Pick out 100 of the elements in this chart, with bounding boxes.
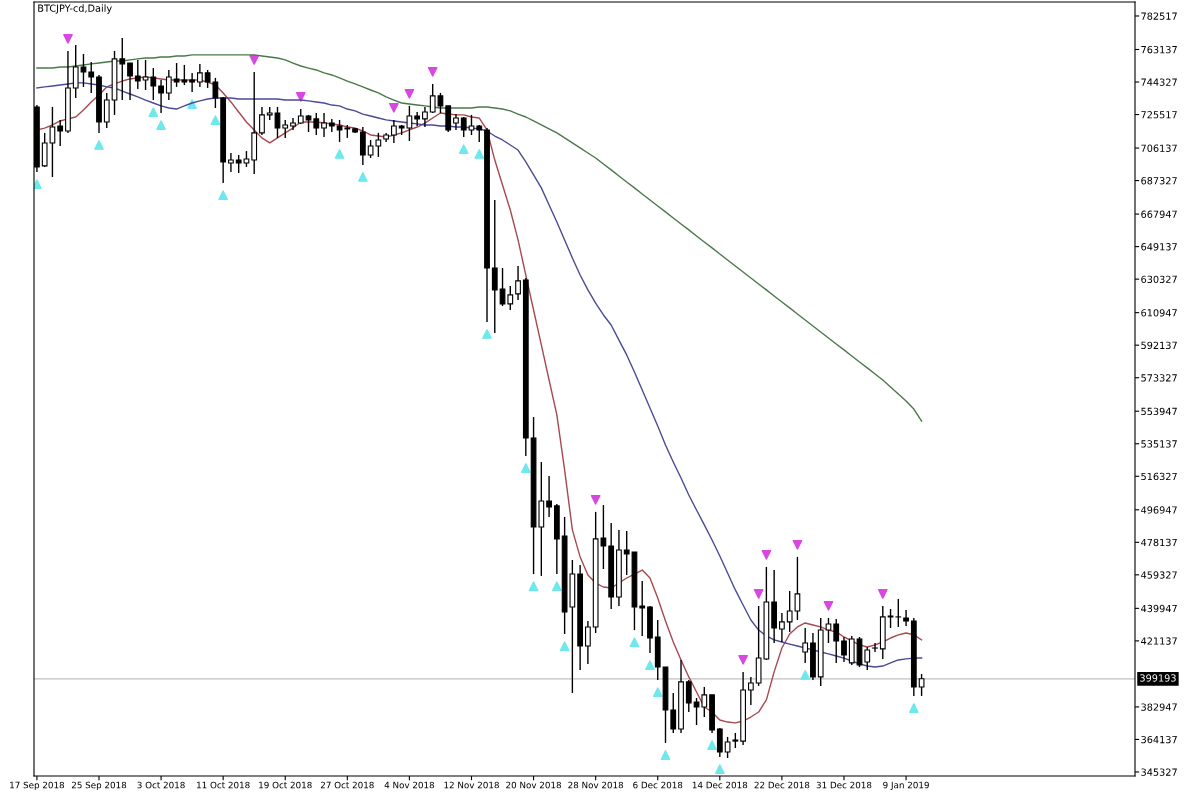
candlestick [779,612,785,643]
candlestick [259,106,265,136]
y-tick-label: 592137 [1141,341,1177,350]
x-tick-label: 3 Oct 2018 [137,781,185,789]
candlestick [685,679,692,713]
candlestick [57,119,64,147]
candlestick [274,106,281,139]
y-tick-label: 610947 [1141,309,1177,317]
candlestick [422,106,428,128]
y-tick-label: 459327 [1141,571,1177,579]
candlestick [165,69,172,101]
x-tick-label: 22 Dec 2018 [754,781,810,789]
x-tick-label: 28 Nov 2018 [568,781,624,789]
y-tick-label: 553947 [1141,407,1177,416]
x-tick-label: 25 Sep 2018 [71,781,127,791]
point [458,144,469,155]
point [559,641,570,651]
candlestick [158,79,164,114]
y-tick-label: 630327 [1141,275,1177,283]
point [156,120,166,130]
candlestick [802,627,809,664]
candlestick [127,62,133,101]
chart-title: BTCJPY-cd,Daily [38,4,112,14]
y-tick-label: 667947 [1141,210,1177,218]
point [63,33,73,44]
candlestick [670,692,677,734]
x-tick-label: 9 Jan 2019 [883,781,929,790]
x-tick-label: 12 Nov 2018 [444,781,499,789]
point [629,637,640,648]
point [823,600,834,611]
candlestick [321,112,327,138]
ref-line-label: 399193 [1140,674,1176,682]
y-tick-label: 687327 [1141,177,1177,185]
y-tick-label: 439947 [1141,604,1177,613]
candlestick [468,114,475,136]
candlestick [515,265,521,301]
y-tick-label: 535137 [1141,440,1177,448]
point [800,670,811,680]
candlestick [103,92,110,129]
point [210,115,221,125]
y-tick-label: 706137 [1141,144,1177,152]
y-tick-label: 516327 [1141,472,1177,481]
candlestick [841,636,847,663]
point [474,149,485,159]
candlestick [747,676,754,706]
y-tick-label: 364137 [1141,735,1177,744]
x-tick-label: 6 Dec 2018 [633,781,683,789]
x-tick-label: 17 Sep 2018 [10,781,65,791]
candlestick [716,727,723,758]
point [218,190,229,201]
candlestick [491,199,498,334]
point [707,740,717,750]
point [94,140,104,150]
y-tick-label: 763137 [1141,45,1177,54]
x-tick-label: 11 Oct 2018 [197,781,250,789]
x-tick-label: 19 Oct 2018 [259,781,312,789]
x-tick-label: 20 Nov 2018 [506,781,561,789]
candlestick [414,111,421,127]
x-tick-label: 31 Dec 2018 [816,781,872,789]
point [738,654,748,665]
candlestick [585,620,591,665]
candlestick [359,126,366,166]
candlestick [918,673,925,697]
point [645,660,655,671]
candlestick [872,642,878,653]
point [714,764,725,774]
point [528,581,539,591]
y-tick-label: 382947 [1141,703,1177,711]
y-tick-label: 478137 [1141,538,1177,547]
candlestick [134,59,141,90]
y-tick-label: 782517 [1141,12,1177,20]
candlestick [391,119,397,144]
y-tick-label: 649137 [1141,243,1177,251]
candlestick [903,609,909,627]
point [148,107,159,118]
candlestick [864,646,871,671]
x-tick-label: 4 Nov 2018 [384,781,435,789]
candlestick [546,475,552,518]
point [761,549,772,560]
point [482,329,492,339]
candlestick [119,37,126,101]
candlestick [196,63,203,88]
x-tick-label: 27 Oct 2018 [320,781,374,789]
y-tick-label: 421137 [1141,637,1177,645]
point [427,66,438,77]
point [520,463,531,473]
point [660,750,671,760]
y-tick-label: 725517 [1141,111,1177,119]
point [590,494,601,505]
candlestick [189,72,196,93]
point [295,92,306,102]
line-series [36,54,923,422]
y-tick-label: 573327 [1141,374,1177,382]
point [334,149,345,159]
y-tick-label: 496947 [1141,506,1177,514]
y-tick-label: 744327 [1141,78,1177,86]
candlestick [833,618,840,664]
point [357,172,368,182]
point [652,687,663,697]
point [753,589,764,599]
